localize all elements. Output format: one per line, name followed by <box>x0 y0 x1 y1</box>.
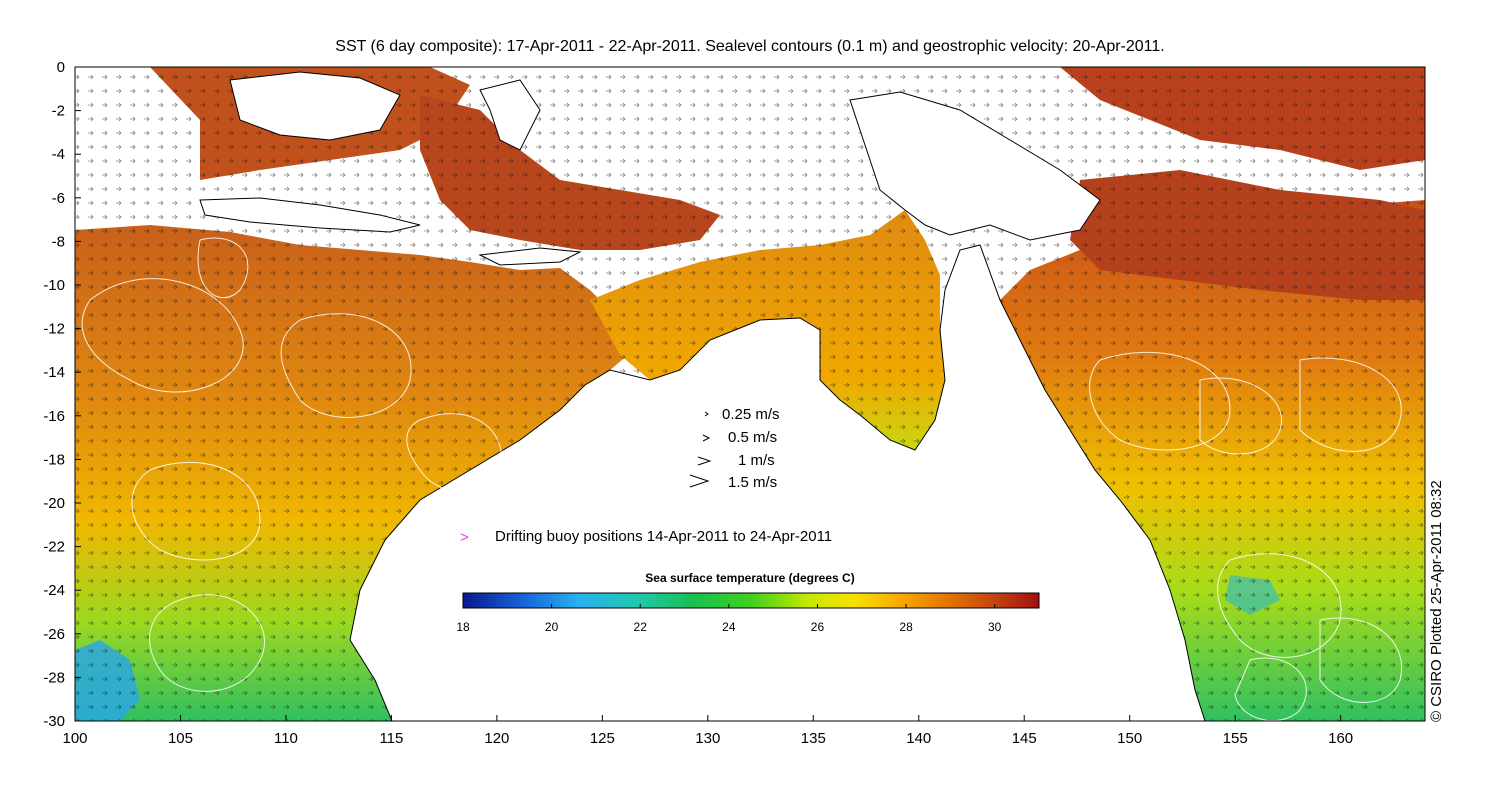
y-tick-label: -30 <box>43 713 65 730</box>
y-tick-label: -28 <box>43 669 65 686</box>
map-plot-area <box>75 67 1425 721</box>
sealevel-contours <box>81 237 1402 721</box>
vector-arrow-05 <box>702 434 711 442</box>
vector-arrow-15 <box>689 474 710 488</box>
y-tick-label: -12 <box>43 321 65 338</box>
colorbar: Sea surface temperature (degrees C) 18 20… <box>456 571 1040 634</box>
colorbar-tick-label: 24 <box>722 620 736 634</box>
sulawesi-island <box>479 79 541 151</box>
x-tick-label: 160 <box>1328 730 1353 747</box>
y-axis: 0 -2 -4 -6 -8 -10 -12 -14 -16 -18 -20 -22 -24 -26 -28 -… <box>43 59 81 730</box>
buoy-legend: > Drifting buoy positions 14-Apr-2011 to… <box>460 528 832 546</box>
plot-credit: © CSIRO Plotted 25-Apr-2011 08:32 <box>1428 480 1445 722</box>
chart-title: SST (6 day composite): 17-Apr-2011 - 22-… <box>335 38 1164 55</box>
velocity-legend-label-1: 1 m/s <box>738 452 775 469</box>
y-tick-label: -24 <box>43 582 65 599</box>
x-tick-label: 125 <box>590 730 615 747</box>
x-tick-label: 150 <box>1117 730 1142 747</box>
y-tick-label: -6 <box>52 190 65 207</box>
y-tick-label: -26 <box>43 626 65 643</box>
velocity-legend: 0.25 m/s 0.5 m/s 1 m/s 1.5 m/s <box>689 406 780 491</box>
new-guinea-landmass <box>849 91 1101 241</box>
colorbar-tick-label: 18 <box>456 620 470 634</box>
vector-arrow-1 <box>697 456 712 466</box>
x-tick-label: 100 <box>62 730 87 747</box>
x-tick-label: 155 <box>1223 730 1248 747</box>
y-tick-label: -10 <box>43 277 65 294</box>
borneo-island <box>229 71 401 141</box>
y-tick-label: 0 <box>57 59 65 76</box>
java-island <box>199 197 421 233</box>
x-axis: 100 105 110 115 120 125 130 135 140 145 150 155 160 <box>62 715 1353 747</box>
y-tick-label: -4 <box>52 146 65 163</box>
velocity-legend-label-15: 1.5 m/s <box>728 474 777 491</box>
y-tick-label: -8 <box>52 233 65 250</box>
y-tick-label: -22 <box>43 539 65 556</box>
x-tick-label: 115 <box>379 730 403 747</box>
vector-arrow-025 <box>704 411 709 417</box>
y-tick-label: -16 <box>43 408 65 425</box>
colorbar-ticks: 18 20 22 24 26 28 30 <box>456 604 1002 634</box>
timor-island <box>478 247 582 266</box>
colorbar-tick-label: 20 <box>545 620 559 634</box>
x-tick-label: 130 <box>695 730 720 747</box>
x-tick-label: 120 <box>484 730 509 747</box>
x-tick-label: 110 <box>274 730 298 747</box>
buoy-marker-icon: > <box>460 529 469 546</box>
x-tick-label: 140 <box>906 730 931 747</box>
y-tick-label: -2 <box>52 103 65 120</box>
y-tick-label: -18 <box>43 451 65 468</box>
colorbar-gradient <box>462 592 1040 609</box>
colorbar-tick-label: 30 <box>988 620 1002 634</box>
buoy-legend-label: Drifting buoy positions 14-Apr-2011 to 2… <box>495 528 832 545</box>
colorbar-title: Sea surface temperature (degrees C) <box>645 571 854 585</box>
x-tick-label: 135 <box>801 730 826 747</box>
colorbar-tick-label: 26 <box>811 620 825 634</box>
velocity-legend-label-05: 0.5 m/s <box>728 429 777 446</box>
colorbar-tick-label: 28 <box>899 620 913 634</box>
colorbar-tick-label: 22 <box>634 620 648 634</box>
x-tick-label: 105 <box>168 730 193 747</box>
plot-frame <box>74 66 1426 722</box>
velocity-legend-label-025: 0.25 m/s <box>722 406 780 423</box>
x-tick-label: 145 <box>1012 730 1037 747</box>
y-tick-label: -14 <box>43 364 65 381</box>
y-tick-label: -20 <box>43 495 65 512</box>
